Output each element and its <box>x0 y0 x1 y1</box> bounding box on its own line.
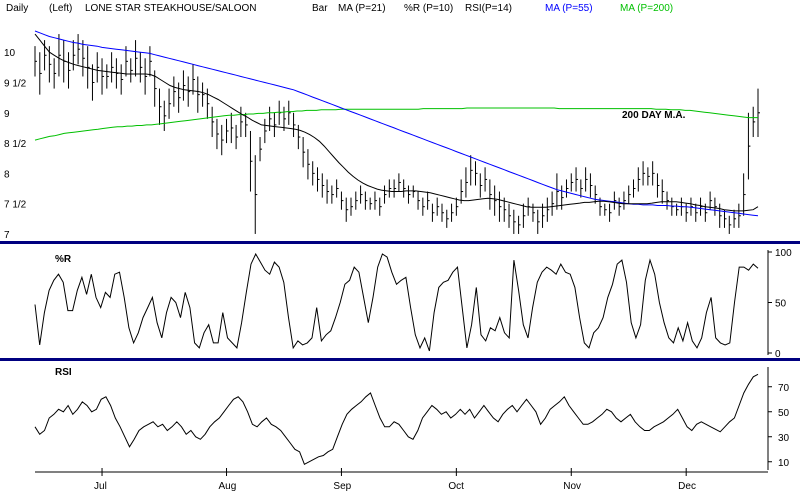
price-y-tick-label: 7 <box>4 230 10 241</box>
price-y-tick-label: 10 <box>4 48 16 59</box>
rsi-y-tick-label: 50 <box>778 408 790 419</box>
price-y-tick-label: 8 1/2 <box>4 139 27 150</box>
rsi-y-axis: 70 50 30 10 <box>768 383 790 469</box>
ma200-line <box>34 107 758 141</box>
price-bars <box>34 34 760 234</box>
price-y-tick-label: 8 <box>4 169 10 180</box>
pctr-label: %R <box>55 254 72 265</box>
header-ma55: MA (P=55) <box>545 3 593 14</box>
rsi-label: RSI <box>55 367 72 378</box>
header-title: LONE STAR STEAKHOUSE/SALOON <box>85 3 257 14</box>
rsi-y-tick-label: 70 <box>778 383 790 394</box>
rsi-line <box>34 373 759 466</box>
x-axis: Jul Aug Sep Oct Nov Dec <box>94 468 696 492</box>
x-tick-label: Sep <box>333 481 351 492</box>
x-tick-label: Aug <box>219 481 237 492</box>
ma200-annotation: 200 DAY M.A. <box>622 110 686 121</box>
x-tick-label: Nov <box>563 481 581 492</box>
header-ma200: MA (P=200) <box>620 3 673 14</box>
price-y-tick-label: 9 <box>4 109 10 120</box>
header-ma21: MA (P=21) <box>338 3 386 14</box>
rsi-y-tick-label: 30 <box>778 433 790 444</box>
header-rsi: RSI(P=14) <box>465 3 512 14</box>
header-pctr: %R (P=10) <box>404 3 453 14</box>
pctr-y-tick-label: 0 <box>775 349 781 360</box>
header-period: Daily <box>6 3 28 14</box>
pctr-line <box>34 252 759 352</box>
x-tick-label: Dec <box>678 481 696 492</box>
ma55-line <box>34 30 759 217</box>
price-y-tick-label: 9 1/2 <box>4 79 27 90</box>
rsi-y-tick-label: 10 <box>778 458 790 469</box>
price-y-tick-label: 7 1/2 <box>4 200 27 211</box>
pctr-y-tick-label: 50 <box>775 299 787 310</box>
header-scale: (Left) <box>49 3 72 14</box>
separator-price <box>0 241 800 244</box>
x-tick-label: Jul <box>94 481 107 492</box>
ma21-line <box>34 33 759 212</box>
price-y-axis: 10 9 1/2 9 8 1/2 8 7 1/2 7 <box>4 48 27 241</box>
x-tick-label: Oct <box>448 481 464 492</box>
pctr-y-axis: 100 50 0 <box>768 248 792 360</box>
pctr-y-tick-label: 100 <box>775 248 792 259</box>
separator-pctr <box>0 358 800 361</box>
header-type: Bar <box>312 3 328 14</box>
